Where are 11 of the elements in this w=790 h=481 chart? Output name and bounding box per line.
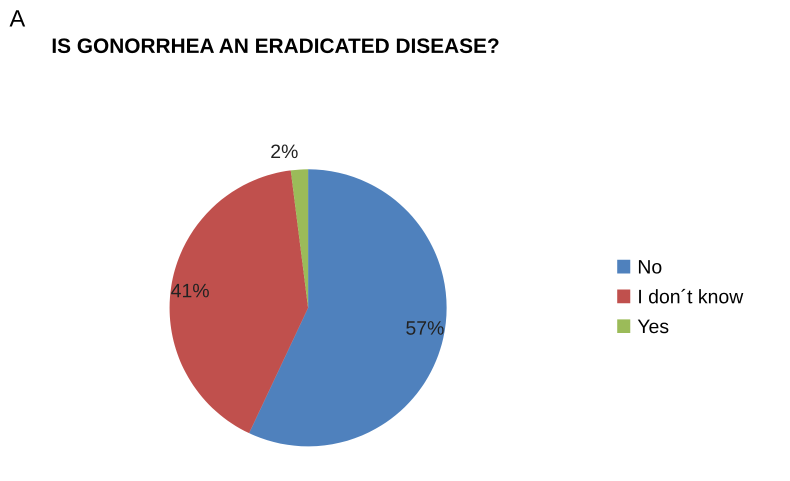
legend-label: No bbox=[638, 260, 662, 274]
pie-slice bbox=[170, 170, 308, 434]
legend-label: Yes bbox=[638, 320, 668, 334]
data-label: 41% bbox=[171, 284, 209, 298]
legend-label: I don´t know bbox=[639, 288, 744, 304]
chart-title: IS GONORRHEA AN ERADICATED DISEASE? bbox=[52, 38, 498, 54]
data-label: 2% bbox=[271, 144, 298, 158]
pie-slice bbox=[290, 169, 308, 308]
pie-slice bbox=[249, 169, 447, 446]
data-label: 57% bbox=[406, 321, 444, 335]
text: A bbox=[10, 10, 26, 26]
